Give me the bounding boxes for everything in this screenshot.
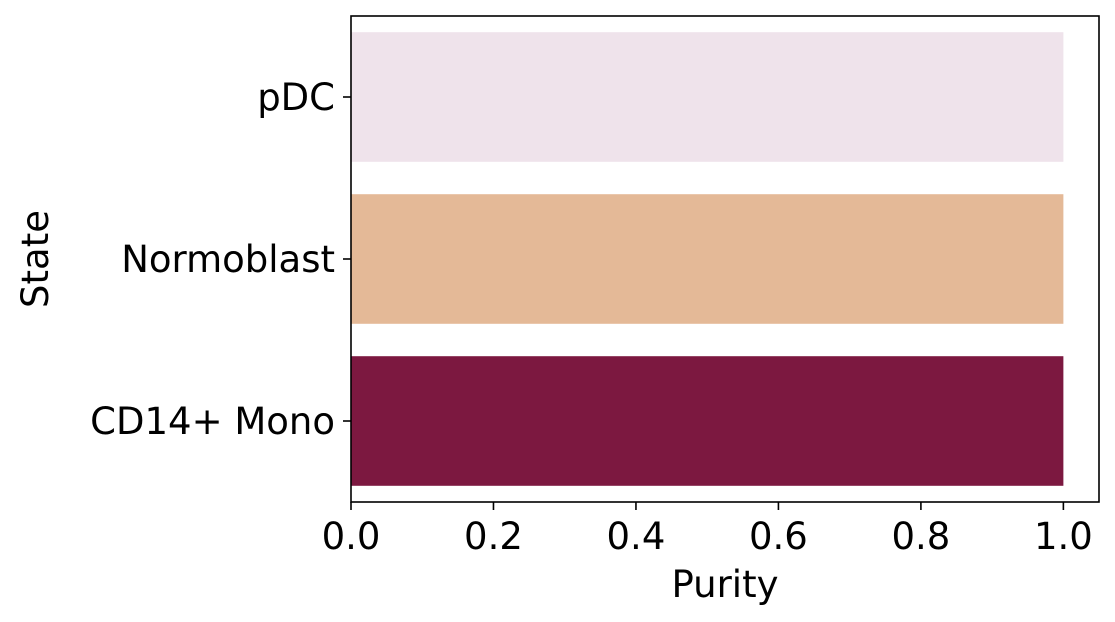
- bars-group: [351, 32, 1064, 486]
- x-tick-label: 0.4: [607, 515, 666, 558]
- plot-frame: [350, 15, 1100, 503]
- x-tick-label: 0.6: [749, 515, 808, 558]
- x-axis-label: Purity: [671, 563, 778, 606]
- y-tick-label: CD14+ Mono: [90, 400, 335, 443]
- bar-pdc: [351, 32, 1064, 162]
- y-tick-label: pDC: [257, 76, 335, 119]
- x-tick-label: 0.0: [322, 515, 381, 558]
- x-tick-label: 0.2: [464, 515, 523, 558]
- y-axis-ticks: pDC Normoblast CD14+ Mono: [90, 76, 351, 443]
- bar-normoblast: [351, 194, 1064, 324]
- x-axis-ticks: 0.0 0.2 0.4 0.6 0.8 1.0: [322, 502, 1093, 558]
- bar-cd14-mono: [351, 356, 1064, 486]
- y-axis-label: State: [14, 210, 57, 308]
- x-tick-label: 1.0: [1034, 515, 1093, 558]
- y-tick-label: Normoblast: [121, 238, 335, 281]
- x-tick-label: 0.8: [891, 515, 950, 558]
